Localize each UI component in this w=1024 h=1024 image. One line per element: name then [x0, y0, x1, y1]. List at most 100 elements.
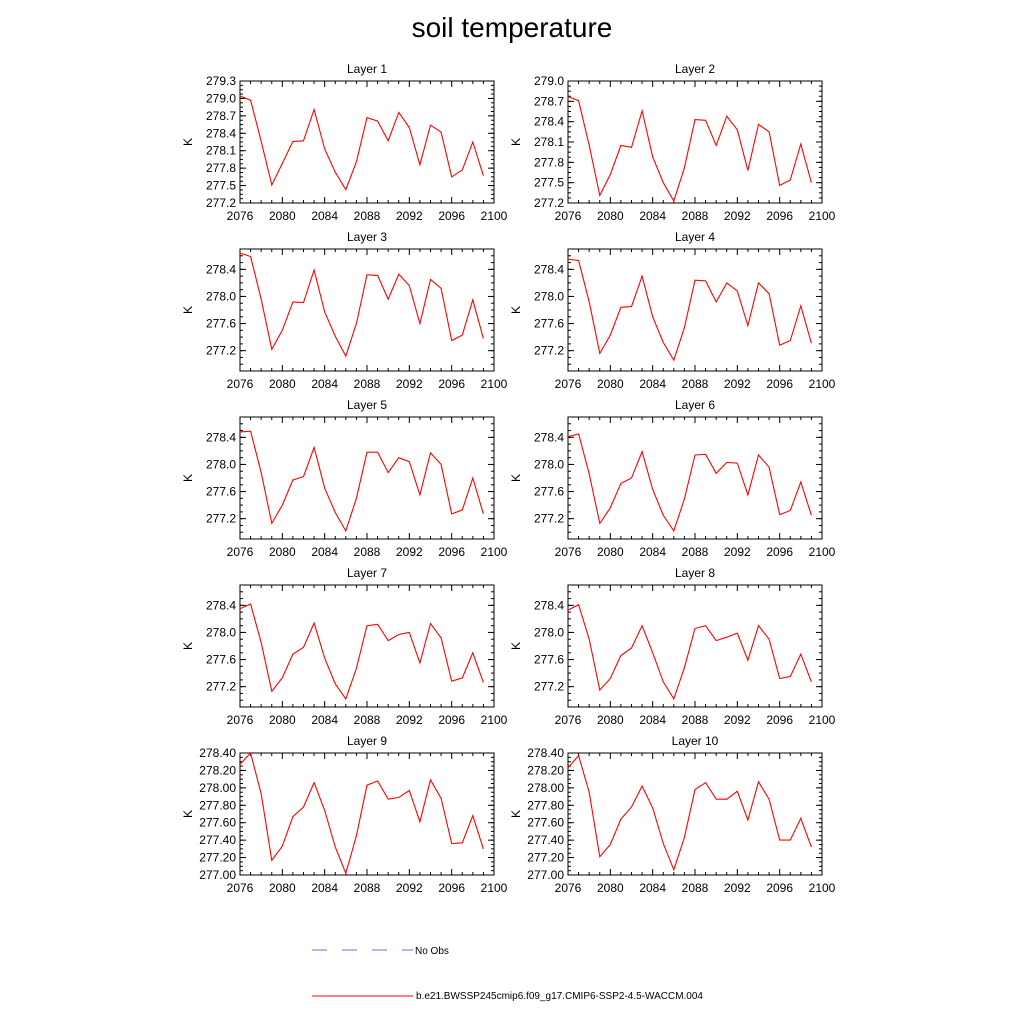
y-tick-label: 277.2: [534, 680, 564, 694]
y-tick-label: 277.2: [206, 344, 236, 358]
x-tick-label: 2096: [766, 209, 793, 223]
x-tick-label: 2080: [269, 209, 296, 223]
plot-frame: [567, 248, 823, 372]
x-tick-label: 2080: [269, 545, 296, 559]
x-tick-label: 2100: [481, 377, 508, 391]
y-axis-label: K: [181, 474, 195, 482]
x-tick-label: 2080: [597, 713, 624, 727]
series-line: [239, 252, 484, 358]
y-tick-label: 277.20: [527, 851, 564, 865]
x-tick-label: 2076: [227, 377, 254, 391]
x-tick-label: 2092: [724, 209, 751, 223]
x-tick-label: 2096: [766, 881, 793, 895]
x-tick-label: 2076: [227, 881, 254, 895]
panel-title: Layer 2: [675, 62, 715, 76]
x-tick-label: 2096: [766, 377, 793, 391]
plot-frame: [239, 416, 495, 540]
plot-frame: [239, 584, 495, 708]
chart-panel-4: Layer 4 K 2076 2080 2084 2088 2092 2096 2100 277.…: [509, 230, 836, 391]
x-tick-label: 2076: [555, 377, 582, 391]
y-tick-label: 278.0: [206, 625, 236, 639]
y-tick-label: 278.4: [534, 430, 564, 444]
plot-frame: [567, 584, 823, 708]
y-tick-label: 278.4: [534, 598, 564, 612]
plot-frame: [567, 80, 823, 204]
y-tick-label: 277.2: [534, 344, 564, 358]
y-tick-label: 278.0: [534, 289, 564, 303]
y-tick-label: 277.6: [534, 317, 564, 331]
x-tick-label: 2092: [724, 377, 751, 391]
x-tick-label: 2088: [682, 209, 709, 223]
chart-panel-3: Layer 3 K 2076 2080 2084 2088 2092 2096 2100 277.…: [181, 230, 508, 391]
chart-panel-1: Layer 1 K 2076 2080 2084 2088 2092 2096 2100 277.…: [181, 62, 508, 223]
x-tick-label: 2092: [396, 545, 423, 559]
x-tick-label: 2084: [311, 377, 338, 391]
y-axis-label: K: [509, 306, 523, 314]
chart-panel-6: Layer 6 K 2076 2080 2084 2088 2092 2096 2100 277.…: [509, 398, 836, 559]
x-tick-label: 2100: [481, 713, 508, 727]
x-tick-label: 2088: [682, 881, 709, 895]
y-axis-label: K: [181, 138, 195, 146]
y-tick-label: 278.00: [199, 781, 236, 795]
y-tick-label: 277.6: [534, 485, 564, 499]
x-tick-label: 2088: [354, 545, 381, 559]
y-axis-label: K: [181, 642, 195, 650]
y-axis-label: K: [181, 810, 195, 818]
y-tick-label: 277.40: [527, 833, 564, 847]
panel-title: Layer 6: [675, 398, 715, 412]
y-tick-label: 277.00: [527, 868, 564, 882]
y-tick-label: 277.8: [534, 155, 564, 169]
chart-panel-2: Layer 2 K 2076 2080 2084 2088 2092 2096 2100 277.…: [509, 62, 836, 223]
x-tick-label: 2076: [555, 713, 582, 727]
panel-title: Layer 7: [347, 566, 387, 580]
y-axis-label: K: [509, 138, 523, 146]
y-tick-label: 277.6: [206, 653, 236, 667]
y-tick-label: 277.8: [206, 161, 236, 175]
x-tick-label: 2084: [311, 881, 338, 895]
x-tick-label: 2080: [597, 881, 624, 895]
x-tick-label: 2096: [766, 713, 793, 727]
chart-panel-5: Layer 5 K 2076 2080 2084 2088 2092 2096 2100 277.…: [181, 398, 508, 559]
y-tick-label: 277.5: [534, 176, 564, 190]
x-tick-label: 2084: [311, 713, 338, 727]
y-tick-label: 278.4: [534, 262, 564, 276]
legend-label-no-obs: No Obs: [415, 946, 449, 957]
x-tick-label: 2100: [481, 209, 508, 223]
y-tick-label: 278.0: [534, 625, 564, 639]
x-tick-label: 2100: [809, 377, 836, 391]
y-tick-label: 278.0: [534, 457, 564, 471]
x-tick-label: 2100: [481, 545, 508, 559]
y-tick-label: 277.40: [199, 833, 236, 847]
x-tick-label: 2084: [311, 209, 338, 223]
x-tick-label: 2092: [724, 881, 751, 895]
y-tick-label: 278.1: [534, 135, 564, 149]
plot-frame: [567, 752, 823, 876]
y-tick-label: 277.60: [527, 816, 564, 830]
x-tick-label: 2092: [396, 209, 423, 223]
y-tick-label: 278.4: [206, 262, 236, 276]
y-tick-label: 278.40: [527, 746, 564, 760]
y-tick-label: 277.60: [199, 816, 236, 830]
y-tick-label: 278.20: [199, 763, 236, 777]
x-tick-label: 2080: [269, 881, 296, 895]
x-tick-label: 2084: [311, 545, 338, 559]
y-axis-label: K: [181, 306, 195, 314]
x-tick-label: 2084: [639, 545, 666, 559]
x-tick-label: 2088: [354, 377, 381, 391]
y-tick-label: 277.2: [206, 196, 236, 210]
y-tick-label: 278.7: [534, 94, 564, 108]
y-tick-label: 277.2: [534, 196, 564, 210]
x-tick-label: 2100: [809, 881, 836, 895]
x-tick-label: 2076: [227, 545, 254, 559]
x-tick-label: 2088: [354, 713, 381, 727]
x-tick-label: 2080: [597, 209, 624, 223]
y-axis-label: K: [509, 474, 523, 482]
x-tick-label: 2084: [639, 209, 666, 223]
x-tick-label: 2100: [481, 881, 508, 895]
chart-panel-7: Layer 7 K 2076 2080 2084 2088 2092 2096 2100 277.…: [181, 566, 508, 727]
legend-label-run: b.e21.BWSSP245cmip6.f09_g17.CMIP6-SSP2-4…: [416, 991, 703, 1002]
x-tick-label: 2088: [354, 881, 381, 895]
x-tick-label: 2100: [809, 209, 836, 223]
y-tick-label: 277.00: [199, 868, 236, 882]
